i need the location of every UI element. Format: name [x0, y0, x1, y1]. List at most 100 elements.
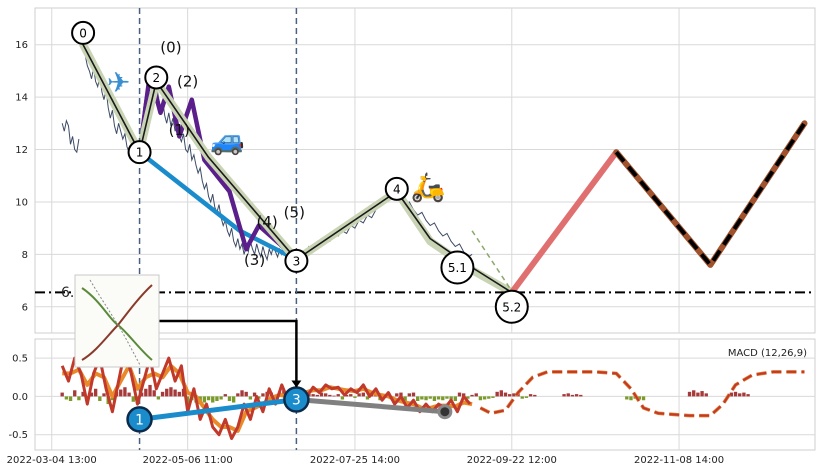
histogram-bar	[185, 396, 190, 405]
wave-label: 3	[293, 254, 301, 268]
wave-labels: 0 1 2 3 4 5.1 5.2 (0) (1) (2) (3) (4) (5)	[71, 20, 529, 324]
histogram-bar	[512, 393, 516, 397]
macd-y-tick-label: 0.0	[12, 392, 28, 403]
histogram-bar	[156, 396, 161, 400]
macd-y-tick-label: -0.5	[8, 430, 28, 441]
histogram-bar	[566, 393, 570, 397]
histogram-bar	[470, 394, 474, 397]
histogram-bar	[332, 395, 336, 397]
histogram-bar	[240, 390, 244, 397]
macd-projection-line-inner	[479, 370, 805, 417]
macd-marker-circle	[126, 406, 153, 433]
histogram-bar	[89, 392, 94, 397]
histogram-bar	[432, 396, 437, 402]
histogram-bar	[165, 388, 169, 397]
subwave-label: (5)	[284, 204, 305, 222]
histogram-bar	[344, 394, 349, 397]
histogram-bar	[700, 391, 704, 397]
histogram-bar	[311, 394, 315, 397]
histogram-bar	[445, 396, 449, 399]
histogram-bar	[436, 396, 441, 400]
x-axis: 2022-03-04 13:00 2022-05-06 11:00 2022-07-…	[7, 455, 724, 466]
histogram-bar	[524, 396, 529, 398]
price-y-tick-label: 6	[22, 302, 28, 313]
wave-label-circle	[440, 250, 475, 285]
histogram-bar	[637, 396, 642, 400]
histogram-bar	[729, 392, 734, 397]
histogram-bar	[361, 392, 365, 397]
histogram-bar	[478, 396, 483, 401]
histogram-bar	[73, 390, 77, 397]
price-line	[82, 44, 297, 264]
histogram-bar	[340, 396, 345, 400]
histogram-bar	[570, 394, 575, 397]
macd-end-marker	[437, 404, 453, 420]
histogram-bar	[357, 393, 361, 397]
wave-label: 0	[79, 26, 87, 40]
histogram-bar	[696, 392, 700, 397]
histogram-bar	[499, 390, 503, 397]
histogram-bar	[625, 396, 629, 400]
connector	[159, 319, 302, 388]
wave-label-circle	[384, 176, 409, 201]
price-line	[396, 191, 473, 258]
histogram-bar	[148, 384, 152, 397]
wave-label: 2	[152, 71, 160, 85]
x-tick-label: 2022-05-06 11:00	[143, 455, 233, 466]
histogram-bar	[131, 396, 135, 402]
histogram-bar	[738, 393, 742, 397]
histogram-bar	[244, 391, 248, 397]
histogram-bar	[462, 393, 466, 397]
histogram-bar	[746, 394, 750, 397]
wave-line	[508, 149, 620, 296]
thumbnail-curve-grey	[89, 279, 141, 366]
wave-label-circle	[71, 20, 96, 45]
histogram-bar	[407, 393, 411, 397]
macd-y-tick-label: 0.5	[12, 354, 28, 365]
histogram-bar	[177, 391, 181, 397]
histogram-bar	[169, 387, 173, 397]
histogram-bar	[219, 396, 223, 400]
histogram-bar	[336, 394, 340, 397]
price-y-tick-label: 12	[15, 145, 28, 156]
histogram-bar	[215, 396, 219, 402]
histogram-bar	[127, 392, 131, 397]
histogram-bar	[420, 396, 424, 400]
histogram-bar	[102, 393, 106, 397]
histogram-bar	[503, 392, 508, 397]
projection-dashed-line	[471, 230, 513, 292]
histogram-bar	[629, 396, 633, 401]
histogram-bar	[123, 387, 127, 397]
icons: ✈ 🚙 🛵	[107, 66, 446, 204]
histogram-bar	[323, 393, 328, 397]
price-line	[61, 118, 80, 154]
macd-marker-line	[137, 397, 299, 422]
histogram-bar	[495, 391, 499, 397]
wave-label: 1	[136, 146, 144, 160]
histogram-bar	[395, 393, 399, 397]
histogram-bar	[353, 396, 357, 398]
histogram-bar	[119, 389, 123, 397]
histogram-bar	[416, 396, 420, 402]
projection-dashed-line	[614, 122, 807, 269]
wave-label-circle	[494, 289, 529, 324]
histogram-bar	[491, 396, 495, 398]
histogram-bar	[457, 392, 462, 397]
thumbnail-frame	[74, 274, 160, 368]
histogram-bar	[733, 391, 738, 397]
wave-label: 5.2	[502, 300, 521, 314]
histogram-bar	[508, 394, 512, 397]
histogram-bar	[528, 394, 533, 397]
histogram-bar	[231, 396, 236, 403]
histogram-bar	[160, 391, 165, 397]
price-y-axis: 6 8 10 12 14 16	[15, 40, 28, 313]
histogram-bar	[81, 391, 85, 397]
histogram-bar	[227, 396, 232, 402]
histogram-bar	[641, 396, 646, 401]
histogram-bar	[181, 388, 186, 397]
wave-label: 5.1	[448, 261, 467, 275]
histogram-bar	[206, 396, 211, 401]
histogram-bar	[223, 394, 227, 397]
histogram-bar	[248, 396, 253, 400]
